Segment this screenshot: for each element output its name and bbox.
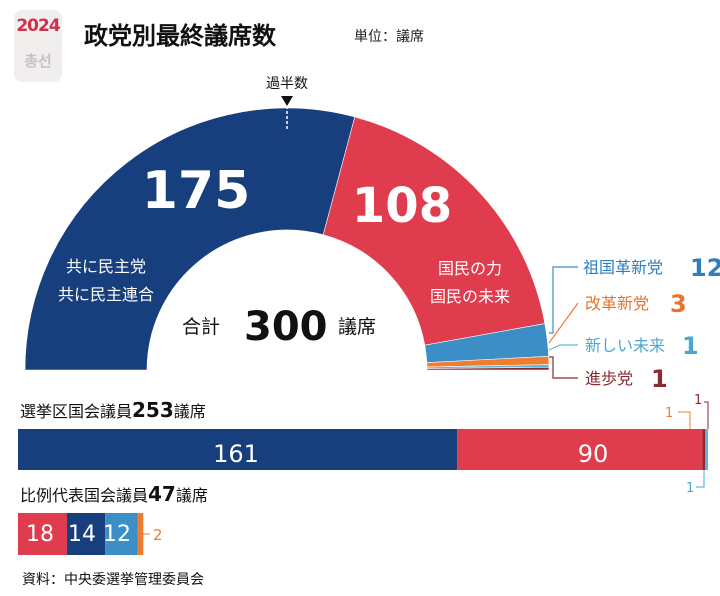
logo-sub: 총선 [24,52,52,70]
pr-title-prefix: 比例代表国会議員 [20,486,149,505]
ppp-alliance-label: 国民の未来 [430,287,510,306]
pr-rebuilding-value: 12 [103,522,131,547]
pr-bar: 18 14 12 2 [18,513,163,555]
pr-bar-title: 比例代表国会議員47議席 [20,482,208,506]
pr-reform-value: 2 [153,526,163,544]
unit-label: 単位：議席 [354,29,424,45]
district-bar-segment-1 [457,429,703,470]
rebuilding-name: 祖国革新党 [583,258,663,277]
pr-title-suffix: 議席 [175,486,208,505]
rebuilding-leader [549,266,578,334]
progressive-name: 進歩党 [585,369,633,388]
donut-slice-ppp [322,116,546,346]
election-logo: 2024 총선 [14,10,62,82]
ppp-seat-count: 108 [352,178,452,234]
source-note: 資料：中央委選挙管理委員会 [22,572,204,588]
ppp-party-label: 国民の力 [438,259,502,278]
chart-title: 政党別最終議席数 [84,22,276,50]
donut-slice-democratic [24,107,356,371]
district-leader-2 [704,401,709,429]
pr-bar-segment-0 [18,513,68,555]
progressive-leader [549,356,578,379]
district-bar-title: 選挙区国会議員253議席 [20,398,206,422]
donut-slice-progressive [426,366,550,371]
majority-marker [281,96,293,106]
new-future-value: 1 [682,332,699,360]
pr-bar-segment-1 [67,513,106,555]
pr-dem-value: 14 [68,522,96,547]
district-dem-value: 161 [213,440,259,468]
pr-title-num: 47 [148,482,176,506]
district-title-suffix: 議席 [173,402,206,421]
district-leader-3 [696,470,705,488]
district-bar-segment-3 [705,429,708,470]
small-party-legend: 祖国革新党 12 改革新党 3 新しい未来 1 進歩党 1 [548,254,720,393]
new-future-leader [548,344,578,351]
progressive-value: 1 [651,365,668,393]
district-small-label-3: 1 [686,481,694,496]
district-bar: 161 90 1 1 1 [18,393,709,496]
majority-label: 過半数 [266,76,308,92]
district-small-label-1: 1 [665,406,673,421]
reform-leader [548,302,579,344]
total-prefix: 合計 [182,316,220,338]
pr-bar-segment-2 [105,513,138,555]
district-leader-1 [678,411,691,429]
district-title-num: 253 [132,398,174,422]
rebuilding-value: 12 [690,254,720,282]
reform-value: 3 [670,290,687,318]
district-small-label-2: 1 [694,393,702,408]
half-donut: 過半数 175 108 共に民主党 共に民主連合 国民の力 国民の未来 合計 3… [24,76,550,371]
new-future-name: 新しい未来 [585,336,665,355]
pr-ppp-value: 18 [26,522,54,547]
district-bar-segment-0 [18,429,458,470]
logo-year: 2024 [16,16,60,36]
democratic-alliance-label: 共に民主連合 [58,285,154,304]
democratic-party-label: 共に民主党 [66,257,146,276]
district-bar-segment-2 [702,429,706,470]
district-title-prefix: 選挙区国会議員 [20,402,133,421]
total-suffix: 議席 [338,316,376,338]
district-ppp-value: 90 [578,440,609,468]
total-value: 300 [244,304,328,350]
democratic-seat-count: 175 [142,161,251,221]
reform-name: 改革新党 [585,294,649,313]
